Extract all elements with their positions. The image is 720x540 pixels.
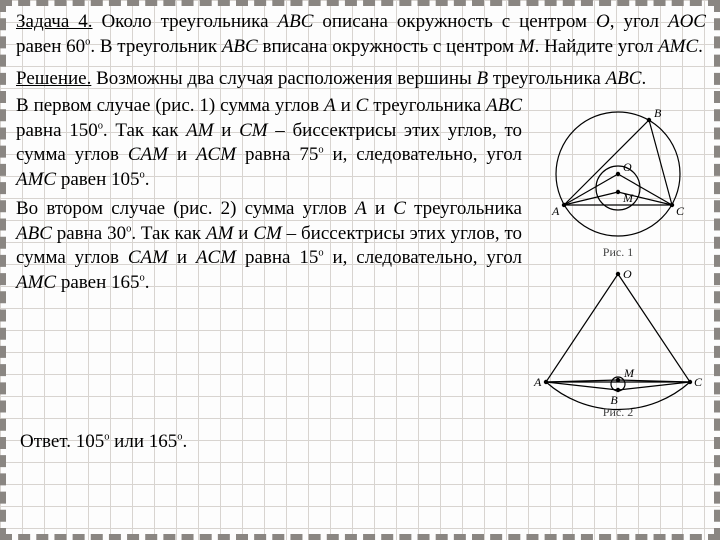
svg-text:C: C [676, 204, 685, 218]
figure-2: ABCOMРис. 2 [528, 264, 706, 424]
problem-statement: Задача 4. Около треугольника ABC описана… [16, 10, 706, 59]
svg-text:M: M [622, 191, 634, 205]
svg-text:O: O [623, 267, 632, 281]
case-2: Во втором случае (рис. 2) сумма углов A … [16, 197, 522, 296]
case-1: В первом случае (рис. 1) сумма углов A и… [16, 94, 522, 193]
svg-text:Рис. 2: Рис. 2 [603, 405, 633, 419]
svg-text:M: M [623, 366, 635, 380]
svg-text:A: A [551, 204, 560, 218]
svg-text:O: O [623, 160, 632, 174]
svg-text:A: A [533, 375, 542, 389]
svg-text:Рис. 1: Рис. 1 [603, 245, 633, 259]
figure-1: A B C O M Рис. 1 [528, 94, 706, 264]
svg-text:B: B [654, 106, 662, 120]
problem-label: Задача 4. [16, 11, 93, 32]
solution-label: Решение. [16, 68, 91, 89]
answer-label: Ответ. [20, 431, 71, 452]
answer: Ответ. 105о или 165о. [16, 430, 706, 455]
solution-intro: Решение. Возможны два случая расположени… [16, 67, 706, 92]
svg-text:C: C [694, 375, 703, 389]
